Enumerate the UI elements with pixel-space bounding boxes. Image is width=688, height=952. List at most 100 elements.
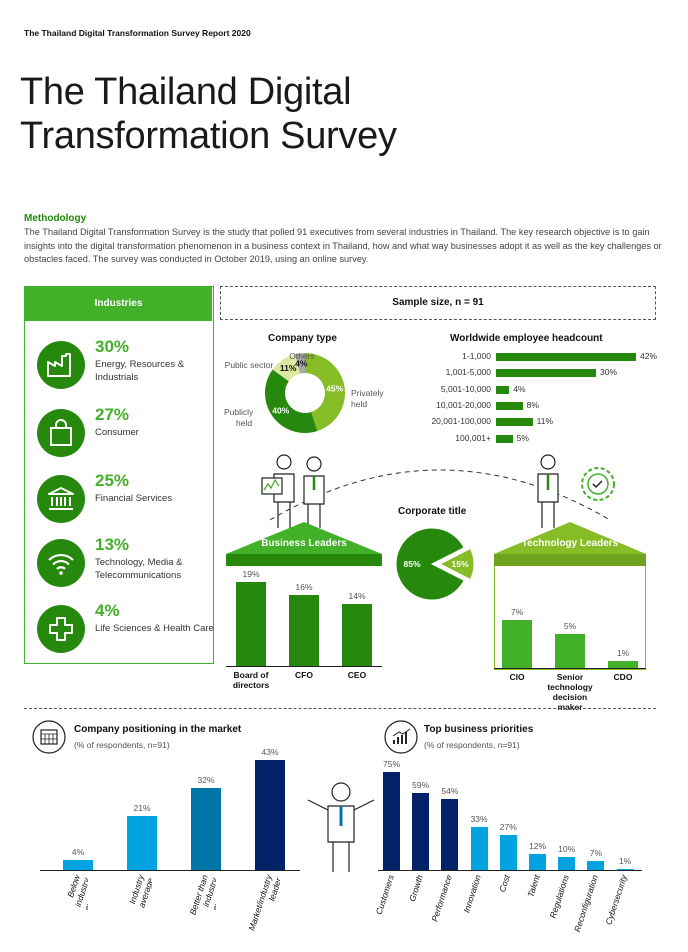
headcount-bar [496,418,533,427]
industries-panel: Industries 30% Energy, Resources & Indus… [24,286,214,664]
chart-bar [342,604,372,666]
headcount-row: 5,001-10,000 4% [404,384,674,396]
chart-bar [608,661,638,668]
headcount-bar [496,369,596,378]
headcount-value: 4% [513,383,526,394]
industry-label: Technology, Media & Telecommunications [95,557,183,581]
page-title-line-1: The Thailand Digital [20,71,352,113]
headcount-bar [496,401,523,410]
headcount-row: 1,001-5,000 30% [404,367,674,379]
chart-category-label: Senior technology decision maker [547,672,593,712]
industry-row: 30% Energy, Resources & Industrials [37,337,209,397]
chart-bar [191,788,221,870]
slice-label-public-sector: Public sector [225,360,274,370]
technology-leader-figure-icon [537,454,615,528]
chart-category-text: Belowindustryaverage [63,873,88,912]
gear-check-icon [581,467,615,501]
headcount-value: 11% [536,416,554,427]
chart-category-line: Cybersecurity [603,873,629,926]
chart-bar [383,772,400,870]
chart-category-label: Performance [429,873,454,923]
chart-axis [378,870,642,871]
company-type-donut: 45% 40% 11%4% Others Public sector Private… [224,351,384,433]
chart-bar [499,834,517,870]
report-header: The Thailand Digital Transformation Surv… [24,28,251,38]
chart-bar-value: 43% [261,747,279,757]
headcount-value: 42% [640,351,658,361]
chart-bar-value: 5% [563,620,577,631]
pie-slice-group: 15% [438,547,475,581]
methodology-title: Methodology [24,213,87,224]
company-type-title: Company type [268,333,337,344]
chart-bar-value: 1% [618,855,632,866]
slice-label-privately: Privately [351,388,384,398]
chart-category-label: CDO [613,672,633,682]
chart-bar [555,633,585,668]
pie-slice-value: 15% [451,559,468,569]
donut-slice [272,354,301,382]
chart-category-label: Customers [373,873,395,916]
donut-slice-value: 11% [280,363,297,373]
corporate-title-pie: 85% 15% [395,527,475,601]
chart-axis [226,666,382,667]
headcount-category: 20,001-100,000 [431,416,491,427]
headcount-bar [496,353,636,361]
industry-label: Life Sciences & Health Care [95,623,214,634]
donut-slice [295,353,305,374]
chart-bar-value: 75% [382,759,400,769]
slice-label-publicly: Publicly [224,407,254,417]
chart-category-label: Board of directors [232,670,270,690]
headcount-value: 5% [516,432,529,443]
headcount-category: 100,001+ [455,432,491,443]
headcount-bar [496,385,510,394]
chart-bar-value: 10% [558,843,576,854]
headcount-category: 1,001-5,000 [445,367,491,378]
wifi-icon [37,539,85,587]
methodology-text: The Thailand Digital Transformation Surv… [24,227,662,265]
chart-category-label: Better thanindustryaverage [188,873,216,916]
connector-arc [269,469,611,521]
businessman-figure-icon [307,782,375,872]
chart-bar-value: 54% [441,786,459,797]
industry-row: 4% Life Sciences & Health Care [37,601,214,661]
chart-category-line: Market/industry [246,873,274,932]
chart-axis [494,668,646,669]
calculator-icon [32,720,66,754]
chart-bar [616,868,634,870]
chart-category-text: Market/industryleader [246,872,280,935]
chart-category-label: Innovation [461,873,483,914]
chart-bar [127,816,157,870]
chart-bar-value: 19% [242,569,260,579]
donut-slice-value: 40% [272,406,289,416]
headcount-bar [496,434,513,443]
chart-category-label: Growth [407,873,425,902]
industry-row: 27% Consumer [37,405,209,465]
technology-leaders-title: Technology Leaders [521,538,619,549]
chart-bar [412,792,430,870]
industry-row: 13% Technology, Media & Telecommunicatio… [37,535,209,595]
chart-bar [236,582,266,666]
chart-bar-value: 59% [412,779,430,790]
industry-label: Financial Services [95,493,173,504]
growth-chart-icon [384,720,418,754]
chart-bar-value: 27% [499,821,517,832]
section-divider [24,708,656,709]
headcount-value: 30% [600,367,618,378]
chart-bar-value: 33% [470,813,488,824]
industry-label: Energy, Resources & Industrials [95,359,185,383]
donut-slice [305,353,345,432]
chart-bar [558,856,576,870]
slice-label-held: held [351,399,367,409]
chart-category-label: Reconfiguration [572,873,600,933]
headcount-row: 1-1,000 42% [404,351,674,363]
priorities-subtitle: (% of respondents, n=91) [424,740,520,750]
headcount-category: 10,001-20,000 [436,399,491,410]
chart-category-label: Industryaverage [127,873,152,909]
pie-slice [395,527,465,601]
chart-category-label: Talent [525,873,542,898]
chart-bar-value: 21% [133,803,151,814]
chart-category-label: CIO [509,672,525,682]
chart-bar [529,854,546,870]
chart-bar [470,826,488,870]
technology-leaders-roof [494,522,646,566]
